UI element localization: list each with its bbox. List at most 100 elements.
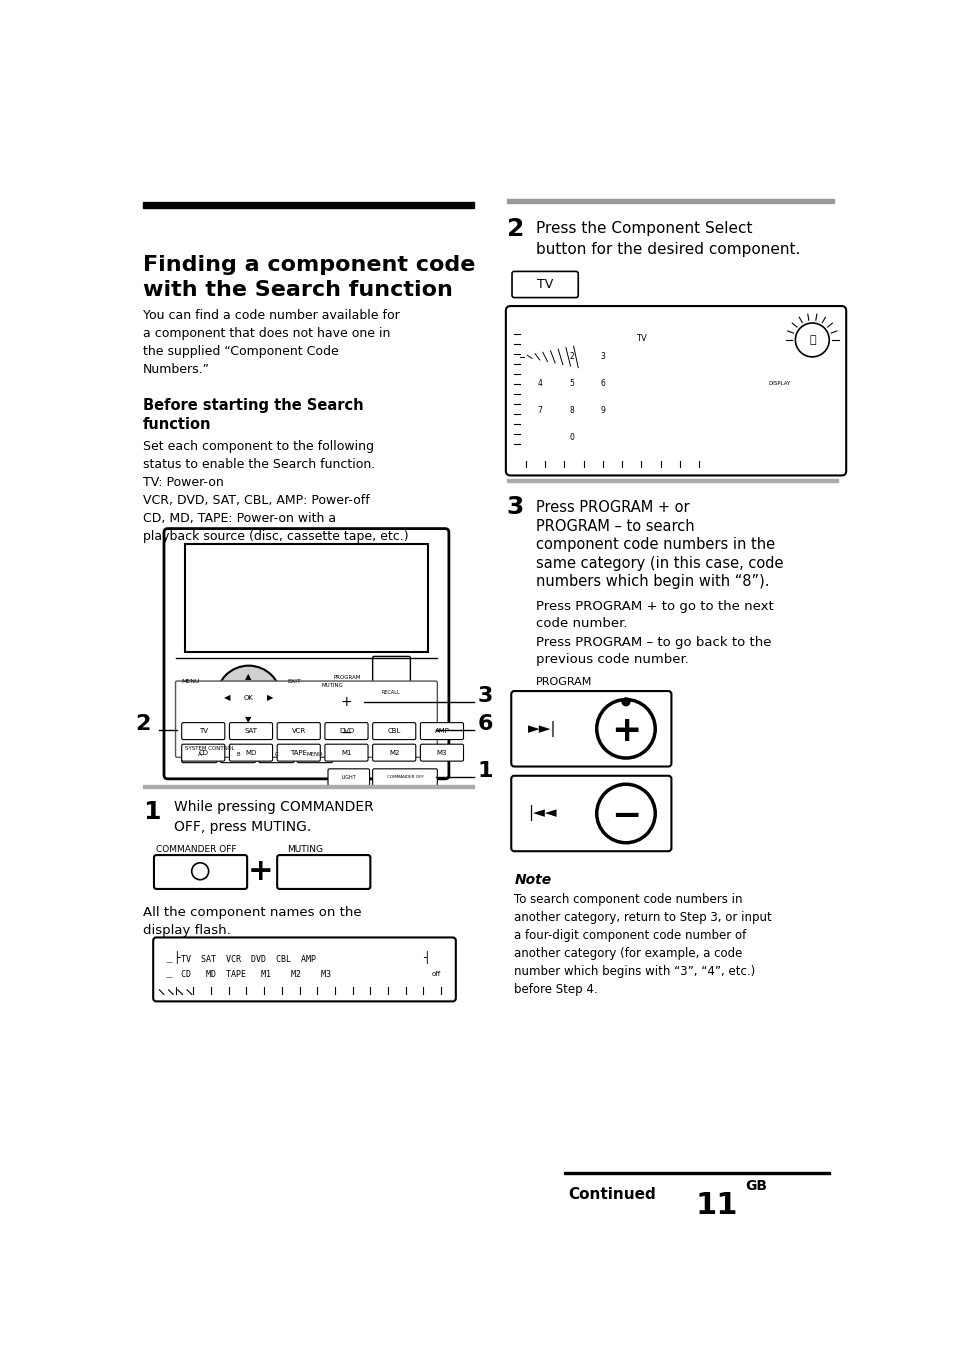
Text: M3: M3 [436,749,447,756]
Text: ▼: ▼ [245,715,252,725]
Text: CBL: CBL [387,729,400,734]
Bar [506,479,837,482]
Text: PROGRAM: PROGRAM [536,677,592,687]
Text: TV  SAT  VCR  DVD  CBL  AMP: TV SAT VCR DVD CBL AMP [181,954,315,963]
Text: −: − [610,799,640,833]
Text: SAT: SAT [244,729,257,734]
Circle shape [795,323,828,357]
Text: 6: 6 [599,380,605,388]
Text: 5: 5 [569,380,574,388]
Text: ⏻: ⏻ [808,335,815,345]
Text: 3: 3 [599,353,605,361]
Text: 2: 2 [569,353,574,361]
Bar [564,1171,829,1174]
FancyBboxPatch shape [373,744,416,761]
Text: DISPLAY: DISPLAY [768,381,790,387]
Text: MENU: MENU [307,752,323,757]
Text: AMP: AMP [434,729,449,734]
Text: DVD: DVD [338,729,354,734]
Text: While pressing COMMANDER
OFF, press MUTING.: While pressing COMMANDER OFF, press MUTI… [173,801,374,835]
Text: Press PROGRAM + or: Press PROGRAM + or [536,501,689,516]
FancyBboxPatch shape [505,307,845,475]
Text: MUTING: MUTING [287,845,323,855]
Text: +: + [247,856,273,886]
Text: A: A [197,752,201,757]
Text: Continued: Continued [568,1187,656,1202]
FancyBboxPatch shape [153,855,247,889]
FancyBboxPatch shape [277,855,370,889]
FancyBboxPatch shape [277,723,320,740]
FancyBboxPatch shape [420,744,463,761]
Text: 8: 8 [569,406,574,415]
Text: You can find a code number available for
a component that does not have one in
t: You can find a code number available for… [143,309,399,376]
Text: 1: 1 [143,801,160,825]
Text: ◀: ◀ [224,693,230,703]
Text: SYSTEM CONTROL: SYSTEM CONTROL [185,746,234,750]
Text: Set each component to the following
status to enable the Search function.
TV: Po: Set each component to the following stat… [143,440,409,543]
Text: 6: 6 [476,714,493,734]
Text: C: C [274,752,278,757]
Text: GB: GB [744,1179,766,1193]
FancyBboxPatch shape [164,529,449,779]
Text: All the component names on the
display flash.: All the component names on the display f… [143,906,361,936]
Text: CD   MD  TAPE   M1    M2    M3: CD MD TAPE M1 M2 M3 [181,970,331,978]
FancyBboxPatch shape [325,723,368,740]
Text: To search component code numbers in
another category, return to Step 3, or input: To search component code numbers in anot… [514,893,771,996]
FancyBboxPatch shape [153,938,456,1001]
Text: with the Search function: with the Search function [143,280,453,300]
FancyBboxPatch shape [511,691,671,767]
Text: ┤: ┤ [423,951,430,963]
Text: PROGRAM – to search: PROGRAM – to search [536,518,694,533]
Text: |◄◄: |◄◄ [528,806,557,821]
Text: Finding a component code: Finding a component code [143,255,476,275]
Text: numbers which begin with “8”).: numbers which begin with “8”). [536,574,768,589]
Text: same category (in this case, code: same category (in this case, code [536,555,782,570]
Text: component code numbers in the: component code numbers in the [536,537,774,552]
FancyBboxPatch shape [328,719,365,746]
FancyBboxPatch shape [328,689,365,715]
Bar [185,544,428,651]
Text: EXIT: EXIT [287,678,301,684]
FancyBboxPatch shape [181,744,225,761]
Text: Press PROGRAM + to go to the next: Press PROGRAM + to go to the next [536,600,773,613]
Text: 2: 2 [135,714,151,734]
Text: −: − [340,726,352,740]
FancyBboxPatch shape [373,769,436,786]
FancyBboxPatch shape [229,723,273,740]
Text: 11: 11 [695,1191,737,1220]
Text: code number.: code number. [536,617,627,630]
FancyBboxPatch shape [181,746,217,763]
Text: +: + [340,695,352,708]
Text: 3: 3 [506,495,523,520]
Text: RECALL: RECALL [381,691,400,695]
FancyBboxPatch shape [328,769,369,786]
Text: TV: TV [198,729,208,734]
Text: CD: CD [198,749,208,756]
Text: +: + [610,714,640,748]
Text: B: B [235,752,239,757]
Text: Press the Component Select
button for the desired component.: Press the Component Select button for th… [536,221,800,258]
Circle shape [621,697,629,706]
FancyBboxPatch shape [325,744,368,761]
Text: ▲: ▲ [245,672,252,681]
Text: Before starting the Search: Before starting the Search [143,398,363,413]
Text: ├: ├ [173,951,180,963]
Text: M2: M2 [389,749,399,756]
FancyBboxPatch shape [420,723,463,740]
Text: PROGRAM: PROGRAM [333,674,360,680]
Text: 7: 7 [537,406,541,415]
Text: MUTING: MUTING [321,683,343,688]
Bar [143,202,474,208]
FancyBboxPatch shape [373,723,416,740]
Bar [143,784,474,788]
Text: TV: TV [636,334,646,343]
Text: MD: MD [245,749,256,756]
Text: off: off [431,972,440,977]
FancyBboxPatch shape [258,746,294,763]
FancyBboxPatch shape [512,271,578,297]
FancyBboxPatch shape [373,657,410,715]
FancyBboxPatch shape [181,723,225,740]
Text: TV: TV [537,278,553,290]
Text: Press PROGRAM – to go back to the: Press PROGRAM – to go back to the [536,635,771,649]
FancyBboxPatch shape [229,744,273,761]
